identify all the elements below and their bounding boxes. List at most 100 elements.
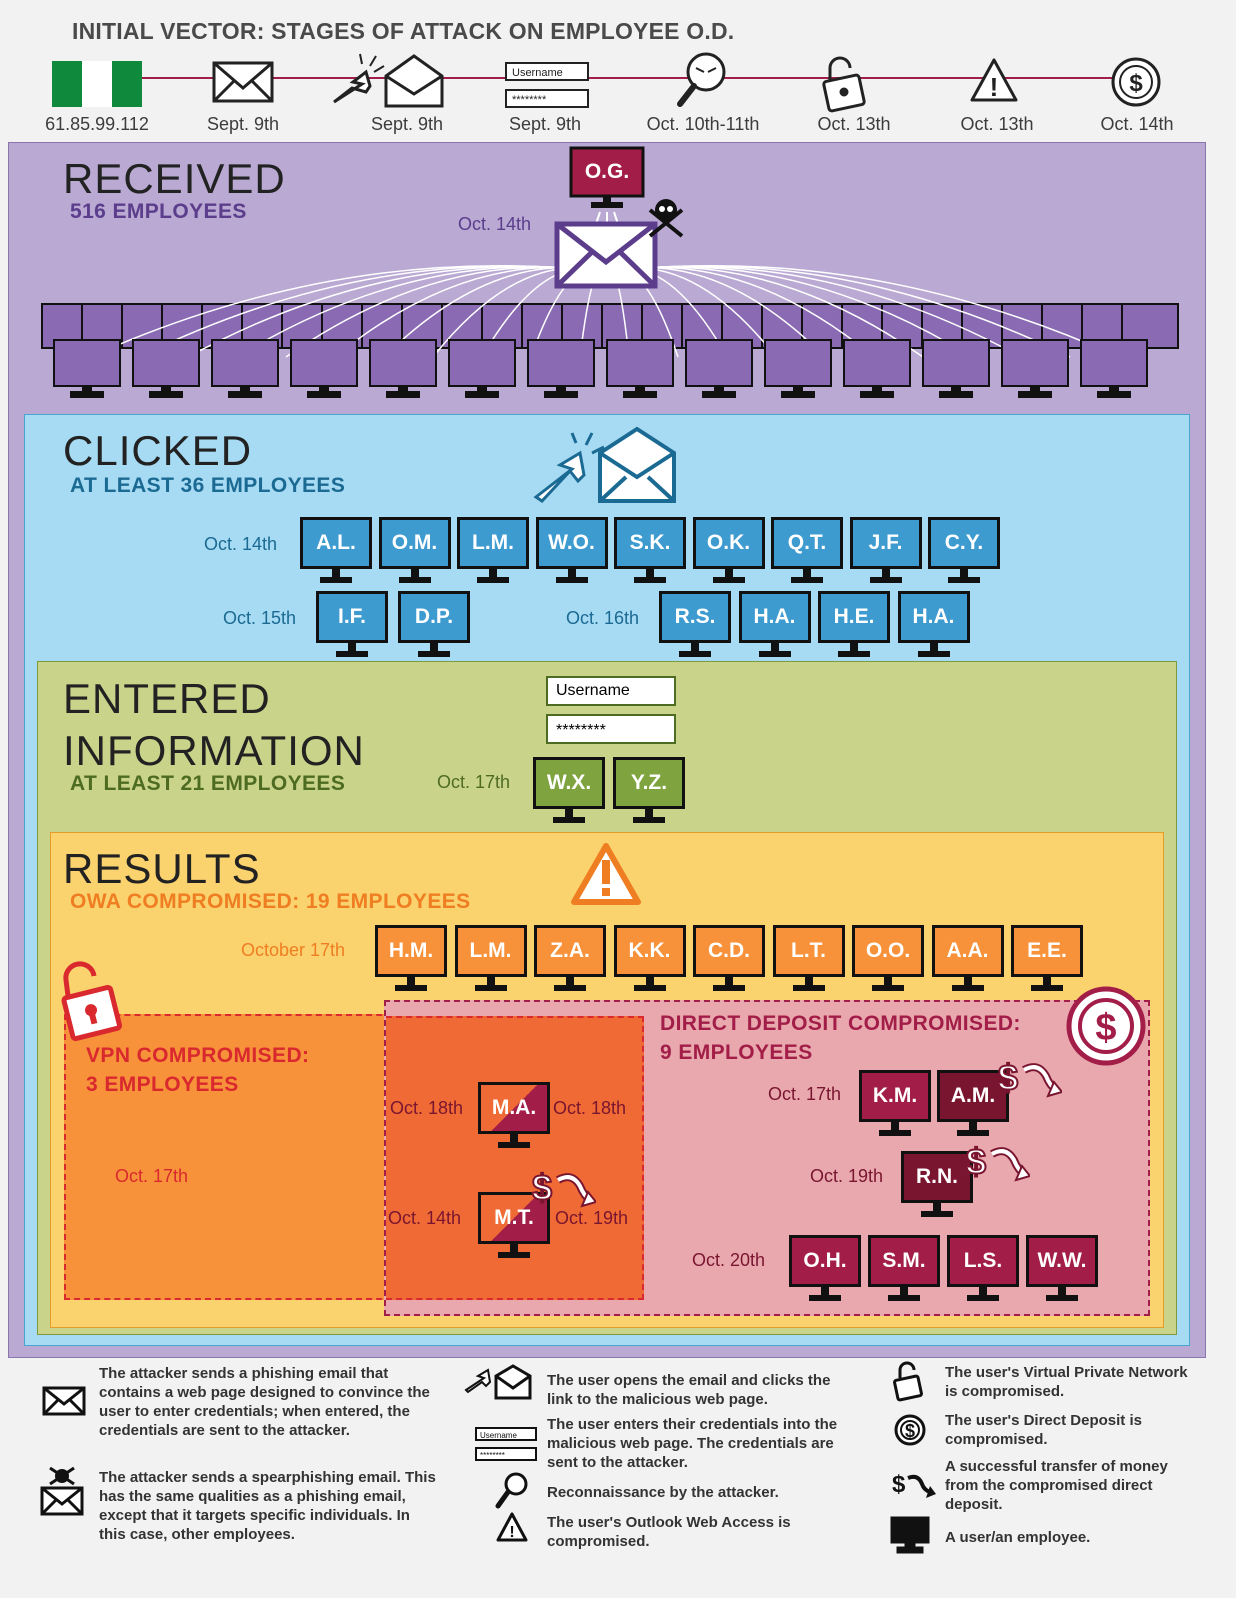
employee-initials: C.D. [693,925,765,977]
ma-monitor: M.A. [478,1082,550,1152]
employee-monitor: A.M. [937,1070,1009,1140]
employee-initials: Z.A. [534,925,606,977]
employee-monitor: D.P. [398,591,470,661]
employee-monitor: C.Y. [928,517,1000,587]
vpn-count: VPN COMPROMISED: [86,1044,310,1067]
employee-initials: S.K. [614,517,686,569]
timeline-label: Oct. 13th [817,114,891,134]
employee-monitor: O.M. [378,517,451,587]
legend-icons: Username ******** ! $ $ [40,1361,936,1554]
employee-monitor: H.M. [375,925,447,995]
legend-recon: Reconnaissance by the attacker. [547,1484,779,1501]
timeline-label: Oct. 13th [960,114,1034,134]
employee-monitor: R.N. [901,1151,973,1221]
svg-text:$: $ [892,1471,906,1498]
employee-initials: L.M. [457,517,529,569]
employee-initials: K.K. [613,925,686,977]
warning-icon: ! [970,58,1018,102]
password-field: ******** [546,714,676,744]
money-transfer-icon: $ [965,1140,1030,1182]
employee-initials: K.M. [859,1070,931,1122]
employee-initials: Q.T. [771,517,843,569]
employee-monitor-front [922,339,990,387]
mt-date-left: Oct. 14th [388,1208,462,1228]
employee-monitor: W.W. [1026,1235,1098,1305]
magnifier-icon [677,52,726,107]
employee-monitor: A.A. [931,925,1004,995]
owa-date: October 17th [241,940,346,960]
employee-monitor: C.D. [693,925,765,995]
employee-initials: S.M. [868,1235,940,1287]
legend-owa: The user's Outlook Web Access is comprom… [547,1514,791,1550]
employee-monitor: S.M. [868,1235,940,1305]
employee-monitor-front [1080,339,1148,387]
vpn-date: Oct. 17th [115,1166,189,1186]
spearphish-envelope-icon [554,221,658,289]
dd-date: Oct. 19th [810,1166,884,1186]
timeline-label: Sept. 9th [508,114,582,134]
employee-monitor: K.M. [859,1070,931,1140]
employee-monitor-front [764,339,832,387]
employee-monitor: W.X. [533,757,605,827]
svg-text:$: $ [1129,70,1143,97]
employee-monitor: L.M. [454,925,527,995]
employee-monitor: S.K. [614,517,686,587]
legend-user: A user/an employee. [945,1529,1091,1546]
legend-enter: The user enters their credentials into t… [547,1416,838,1471]
employee-monitor-front [1001,339,1069,387]
received-count: 516 EMPLOYEES [70,200,247,223]
timeline-label: Oct. 10th-11th [646,114,760,134]
svg-text:Username: Username [480,1431,517,1440]
clicked-count: AT LEAST 36 EMPLOYEES [70,474,346,497]
warning-icon [571,843,641,905]
svg-text:Username: Username [512,67,563,79]
dollar-circle-icon: $ [1066,986,1146,1066]
employee-monitor: O.O. [852,925,924,995]
employee-monitor: H.A. [738,591,811,661]
employee-initials: L.M. [454,925,527,977]
employee-monitor-front [53,339,121,387]
username-field: Username [546,676,676,706]
envelope-icon [212,61,274,103]
entered-heading: INFORMATION [63,727,365,774]
employee-monitor: K.K. [613,925,686,995]
employee-monitor-front [290,339,358,387]
timeline-label: Sept. 9th [370,114,444,134]
direct-deposit-count: DIRECT DEPOSIT COMPROMISED: [660,1012,1021,1035]
page-title: INITIAL VECTOR: STAGES OF ATTACK ON EMPL… [72,18,735,44]
employee-initials: W.X. [533,757,605,809]
dd-date: Oct. 17th [768,1084,842,1104]
timeline-label: Sept. 9th [206,114,280,134]
employee-monitor: L.T. [772,925,845,995]
employee-monitor: O.H. [789,1235,861,1305]
credentials-form-icon: Username ******** [505,62,589,108]
employee-initials: A.M. [937,1070,1009,1122]
employee-monitor-front [132,339,200,387]
click-envelope-icon [533,426,676,503]
ma-date-right: Oct. 18th [553,1098,627,1118]
origin-label: O.G. [584,160,630,183]
results-heading: RESULTS [63,845,261,892]
timeline-graphic: Username ******** ! $ [52,52,1161,113]
employee-monitor: L.S. [947,1235,1019,1305]
employee-initials: J.F. [849,517,922,569]
unlocked-padlock-icon [61,961,122,1042]
legend-spearphishing: The attacker sends a spearphishing email… [99,1469,436,1543]
received-graphic [41,146,1179,398]
employee-initials: R.N. [901,1151,973,1203]
employee-monitor: I.F. [316,591,388,661]
employee-initials: E.E. [1011,925,1083,977]
received-heading: RECEIVED [63,155,286,202]
employee-monitor-front [527,339,595,387]
employee-initials: H.A. [897,591,970,643]
ma-date-left: Oct. 18th [390,1098,464,1118]
money-transfer-icon: $ [531,1166,596,1208]
clicked-date: Oct. 14th [204,534,278,554]
received-date: Oct. 14th [458,214,532,234]
svg-text:$: $ [966,1141,986,1182]
vpn-count: 3 EMPLOYEES [86,1073,239,1096]
svg-text:!: ! [990,72,999,102]
employee-initials: D.P. [398,591,470,643]
employee-monitor: E.E. [1011,925,1083,995]
employee-initials: L.T. [772,925,845,977]
